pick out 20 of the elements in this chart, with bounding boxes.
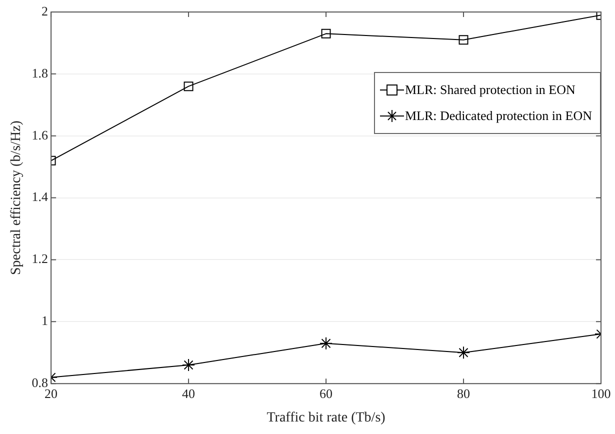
- point: [321, 28, 331, 38]
- x-tick-label: 60: [320, 386, 333, 401]
- x-tick-label: 40: [182, 386, 196, 401]
- y-tick-label: 1.4: [32, 189, 49, 204]
- point: [182, 358, 196, 372]
- y-axis-title: Spectral efficiency (b/s/Hz): [9, 120, 24, 276]
- y-tick-label: 2: [42, 3, 48, 18]
- point: [458, 35, 468, 45]
- x-tick-label: 100: [591, 386, 611, 401]
- x-axis-title: Traffic bit rate (Tb/s): [266, 410, 386, 426]
- legend-label: MLR: Dedicated protection in EON: [404, 107, 592, 125]
- y-tick-label: 1: [42, 313, 48, 328]
- point: [184, 82, 194, 92]
- y-tick-label: 1.6: [32, 127, 49, 142]
- y-tick-label: 1.2: [32, 251, 48, 266]
- y-tick-label: 1.8: [32, 65, 48, 80]
- legend-label: MLR: Shared protection in EON: [404, 81, 576, 99]
- x-tick-label: 80: [457, 386, 470, 401]
- point: [457, 346, 470, 360]
- point: [320, 336, 333, 350]
